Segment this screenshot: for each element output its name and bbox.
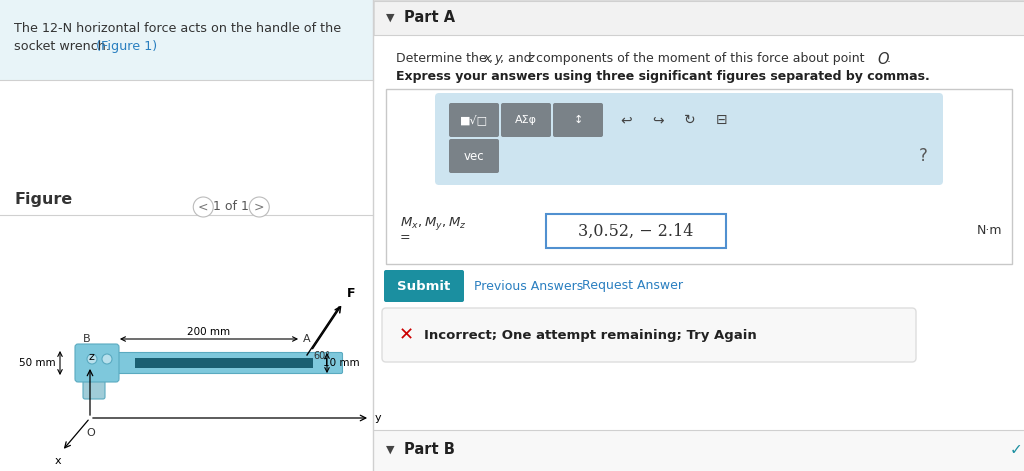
- FancyBboxPatch shape: [0, 0, 373, 80]
- FancyBboxPatch shape: [135, 358, 313, 368]
- Text: $M_x, M_y, M_z$: $M_x, M_y, M_z$: [400, 216, 467, 233]
- Text: O: O: [87, 428, 95, 438]
- Text: >: >: [254, 201, 264, 213]
- Text: .: .: [887, 52, 891, 65]
- Text: ■√□: ■√□: [460, 114, 488, 125]
- Text: y: y: [494, 52, 502, 65]
- Text: vec: vec: [464, 149, 484, 162]
- FancyBboxPatch shape: [83, 373, 105, 399]
- Text: Figure: Figure: [14, 192, 73, 207]
- Text: y: y: [375, 413, 382, 423]
- FancyBboxPatch shape: [553, 103, 603, 137]
- Text: A: A: [303, 334, 311, 344]
- FancyBboxPatch shape: [449, 139, 499, 173]
- Text: Request Answer: Request Answer: [582, 279, 683, 292]
- FancyBboxPatch shape: [435, 93, 943, 185]
- Circle shape: [87, 354, 97, 364]
- Circle shape: [194, 197, 213, 217]
- FancyBboxPatch shape: [0, 80, 373, 471]
- Text: (Figure 1): (Figure 1): [96, 40, 157, 53]
- Text: 1 of 1: 1 of 1: [213, 201, 249, 213]
- Text: =: =: [400, 232, 411, 244]
- Text: Previous Answers: Previous Answers: [474, 279, 584, 292]
- Text: Part A: Part A: [404, 10, 455, 25]
- Text: ↻: ↻: [684, 113, 696, 127]
- Text: AΣφ: AΣφ: [515, 115, 537, 125]
- Text: Incorrect; One attempt remaining; Try Again: Incorrect; One attempt remaining; Try Ag…: [424, 328, 757, 341]
- FancyBboxPatch shape: [75, 344, 119, 382]
- FancyBboxPatch shape: [501, 103, 551, 137]
- Text: ✓: ✓: [1010, 442, 1022, 457]
- Text: ↪: ↪: [652, 113, 664, 127]
- FancyBboxPatch shape: [382, 308, 916, 362]
- Text: ✕: ✕: [398, 326, 414, 344]
- Text: ↩: ↩: [621, 113, 632, 127]
- Text: ▼: ▼: [386, 13, 394, 23]
- FancyBboxPatch shape: [101, 352, 342, 374]
- FancyBboxPatch shape: [384, 270, 464, 302]
- Text: Submit: Submit: [397, 279, 451, 292]
- Text: x: x: [54, 456, 61, 466]
- Text: Determine the: Determine the: [396, 52, 490, 65]
- Text: ,: ,: [489, 52, 493, 65]
- Text: socket wrench.: socket wrench.: [14, 40, 114, 53]
- Text: <: <: [198, 201, 209, 213]
- Text: F: F: [347, 287, 355, 300]
- Text: B: B: [83, 334, 91, 344]
- Text: O: O: [877, 52, 889, 67]
- FancyBboxPatch shape: [546, 214, 726, 248]
- Text: 3,0.52, − 2.14: 3,0.52, − 2.14: [579, 222, 693, 239]
- Text: ?: ?: [919, 147, 928, 165]
- Text: Express your answers using three significant figures separated by commas.: Express your answers using three signifi…: [396, 70, 930, 83]
- Text: z: z: [527, 52, 534, 65]
- Text: Part B: Part B: [404, 442, 455, 457]
- Text: 50 mm: 50 mm: [19, 358, 56, 368]
- Text: z: z: [88, 352, 94, 362]
- Text: 10 mm: 10 mm: [323, 358, 359, 368]
- Text: The 12-N horizontal force acts on the handle of the: The 12-N horizontal force acts on the ha…: [14, 22, 341, 35]
- FancyBboxPatch shape: [374, 0, 1024, 35]
- Text: , and: , and: [500, 52, 531, 65]
- Text: ⊟: ⊟: [716, 113, 728, 127]
- Circle shape: [102, 354, 112, 364]
- FancyBboxPatch shape: [449, 103, 499, 137]
- Text: components of the moment of this force about point: components of the moment of this force a…: [532, 52, 864, 65]
- FancyBboxPatch shape: [374, 430, 1024, 471]
- Text: 60°: 60°: [313, 351, 330, 361]
- Text: ↕: ↕: [573, 115, 583, 125]
- Text: N·m: N·m: [977, 225, 1002, 237]
- FancyBboxPatch shape: [386, 89, 1012, 264]
- FancyBboxPatch shape: [374, 0, 1024, 471]
- Circle shape: [249, 197, 269, 217]
- Text: x: x: [483, 52, 490, 65]
- Text: 200 mm: 200 mm: [187, 327, 230, 337]
- Text: ▼: ▼: [386, 445, 394, 455]
